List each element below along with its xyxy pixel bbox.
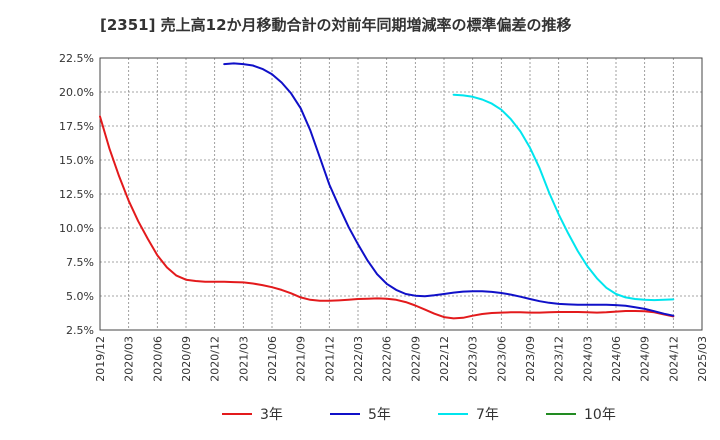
x-tick-label: 2021/12 [323,336,336,382]
x-tick-label: 2024/03 [581,336,594,382]
y-tick-label: 10.0% [59,222,94,235]
y-tick-label: 20.0% [59,86,94,99]
x-tick-label: 2022/03 [352,336,365,382]
legend-label: 7年 [476,407,499,423]
x-tick-label: 2023/09 [524,336,537,382]
x-tick-label: 2023/06 [495,336,508,382]
y-tick-label: 12.5% [59,188,94,201]
x-tick-label: 2024/12 [667,336,680,382]
x-tick-label: 2022/06 [381,336,394,382]
y-tick-label: 5.0% [66,290,94,303]
x-tick-label: 2020/06 [151,336,164,382]
x-tick-label: 2022/09 [409,336,422,382]
x-tick-label: 2023/03 [467,336,480,382]
y-tick-label: 22.5% [59,52,94,65]
x-tick-label: 2025/03 [696,336,709,382]
x-tick-label: 2024/09 [639,336,652,382]
x-tick-label: 2022/12 [438,336,451,382]
plot-frame [99,57,703,331]
x-tick-label: 2024/06 [610,336,623,382]
series-line-3年 [99,115,675,320]
y-tick-label: 7.5% [66,256,94,269]
series-line-7年 [452,93,675,302]
y-tick-label: 17.5% [59,120,94,133]
x-tick-label: 2021/06 [266,336,279,382]
legend-label: 3年 [260,407,283,423]
series-line-5年 [223,62,675,317]
x-tick-label: 2020/03 [123,336,136,382]
legend-label: 5年 [368,407,391,423]
chart-title: [2351] 売上高12か月移動合計の対前年同期増減率の標準偏差の推移 [100,16,572,34]
x-tick-label: 2021/09 [295,336,308,382]
y-tick-label: 15.0% [59,154,94,167]
legend-label: 10年 [584,407,616,423]
x-tick-label: 2020/09 [180,336,193,382]
x-tick-label: 2021/03 [237,336,250,382]
y-tick-label: 2.5% [66,324,94,337]
x-tick-label: 2023/12 [553,336,566,382]
x-tick-label: 2020/12 [209,336,222,382]
x-tick-label: 2019/12 [94,336,107,382]
